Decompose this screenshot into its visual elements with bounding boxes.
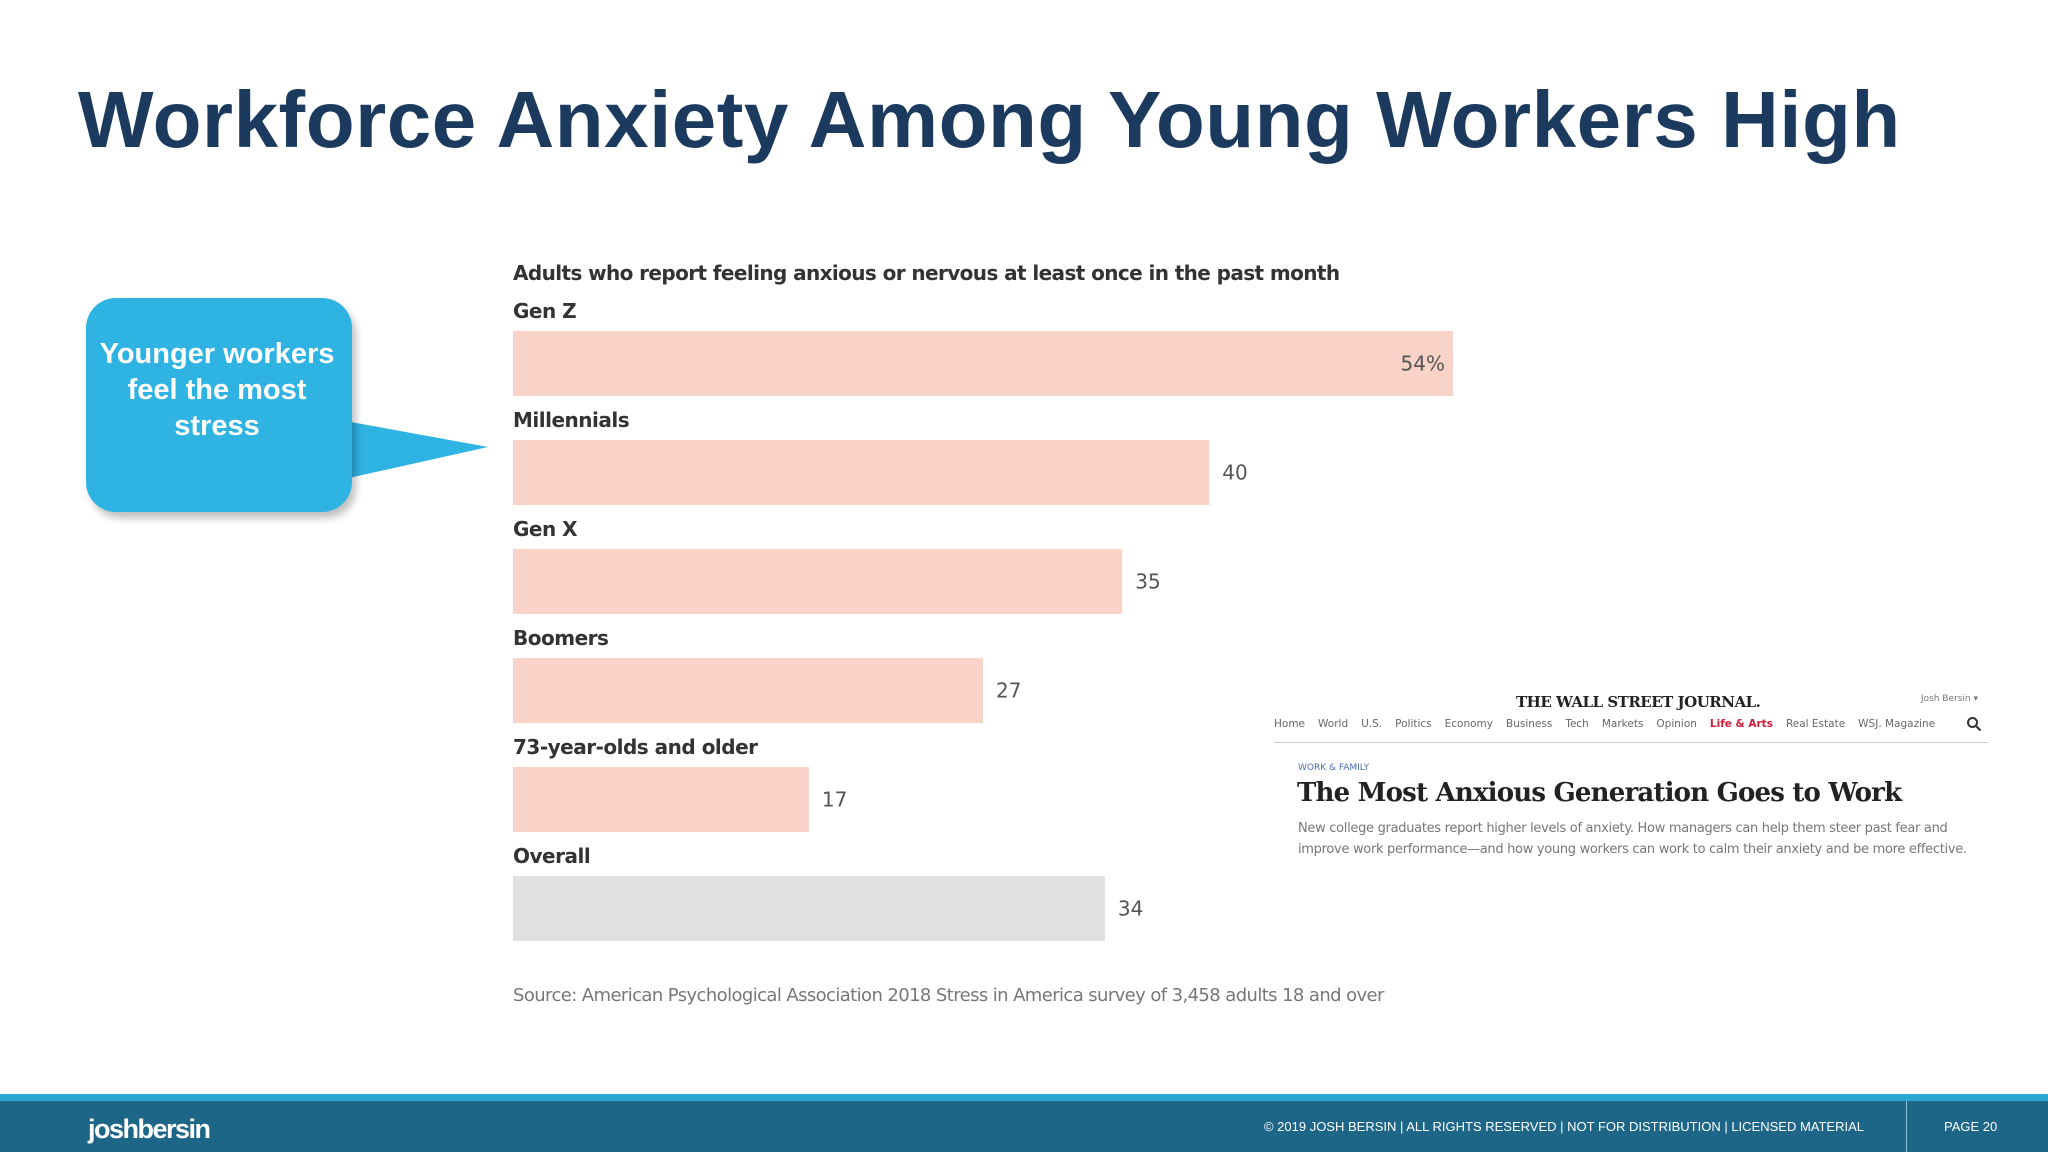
chart-title: Adults who report feeling anxious or ner… (513, 261, 1339, 285)
wsj-nav: Home World U.S. Politics Economy Business Tech… (1274, 718, 1988, 743)
bar (513, 658, 983, 723)
value-label: 27 (996, 679, 1021, 703)
footer-bar: joshbersin © 2019 JOSH BERSIN | ALL RIGH… (0, 1094, 2048, 1152)
wsj-nav-item[interactable]: U.S. (1361, 718, 1383, 730)
wsj-nav-item[interactable]: Life & Arts (1709, 718, 1773, 730)
wsj-nav-item[interactable]: Economy (1444, 718, 1493, 730)
value-label: 17 (822, 788, 847, 812)
bars-group: Gen Z 54% Millennials 40 Gen X 35 Boomers 27 73-… (513, 299, 1453, 941)
slide-title: Workforce Anxiety Among Young Workers Hi… (78, 75, 1901, 164)
footer-divider (1906, 1101, 1907, 1152)
category-label: Overall (513, 844, 590, 868)
category-label: Millennials (513, 408, 629, 432)
wsj-nav-item[interactable]: World (1318, 718, 1349, 730)
wsj-nav-item[interactable]: Politics (1395, 718, 1432, 730)
value-label: 54% (1401, 352, 1445, 376)
wsj-section-label: WORK & FAMILY (1298, 763, 1370, 773)
value-label: 40 (1222, 461, 1247, 485)
wsj-article-screenshot: THE WALL STREET JOURNAL. Josh Bersin ▾ H… (1268, 686, 1992, 896)
wsj-dek: New college graduates report higher leve… (1298, 821, 1967, 857)
wsj-nav-item[interactable]: Opinion (1656, 718, 1697, 730)
wsj-nav-item[interactable]: Business (1506, 718, 1553, 730)
wsj-nav-item[interactable]: Markets (1601, 718, 1644, 730)
category-label: Gen Z (513, 299, 576, 323)
page-number: PAGE 20 (1944, 1119, 1998, 1134)
category-label: 73-year-olds and older (513, 735, 758, 759)
value-label: 34 (1118, 897, 1143, 921)
bar (513, 331, 1453, 396)
wsj-headline: The Most Anxious Generation Goes to Work (1297, 778, 1902, 808)
bar (513, 549, 1123, 614)
value-label: 35 (1135, 570, 1160, 594)
wsj-user-menu: Josh Bersin ▾ (1920, 694, 1978, 704)
wsj-nav-item[interactable]: Tech (1565, 718, 1589, 730)
footer-copyright: © 2019 JOSH BERSIN | ALL RIGHTS RESERVED… (1263, 1119, 1864, 1134)
bar (513, 767, 809, 832)
wsj-nav-item[interactable]: WSJ. Magazine (1858, 718, 1936, 730)
bar (513, 440, 1210, 505)
bar (513, 876, 1105, 941)
wsj-nav-item[interactable]: Real Estate (1785, 718, 1846, 730)
wsj-masthead: THE WALL STREET JOURNAL. (1516, 693, 1761, 711)
wsj-nav-item[interactable]: Home (1274, 718, 1306, 730)
footer-logo: joshbersin (88, 1114, 211, 1144)
callout-text: Younger workers feel the most stress (99, 338, 335, 442)
category-label: Gen X (513, 517, 578, 541)
search-icon (1967, 717, 1982, 732)
chart-source: Source: American Psychological Associati… (513, 985, 1385, 1006)
category-label: Boomers (513, 626, 608, 650)
callout-bubble (86, 298, 352, 512)
